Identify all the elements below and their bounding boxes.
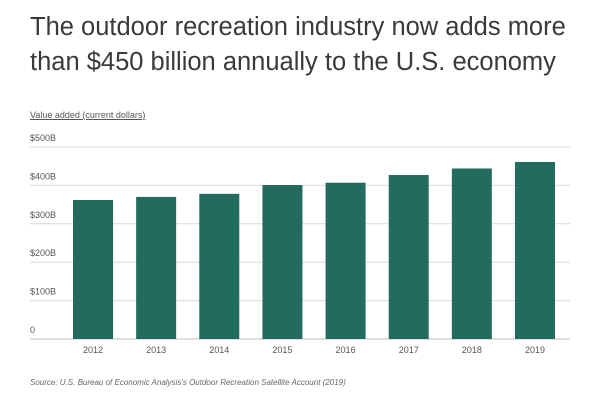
x-tick-label: 2017 — [399, 345, 419, 355]
bar-2015 — [262, 185, 303, 339]
y-tick-label: $400B — [30, 171, 56, 181]
bar-2018 — [451, 168, 492, 339]
axis-labels: 0 $100B $200B $300B $400B $500B 2012 2013 2014 20… — [30, 133, 545, 355]
bar-2012 — [73, 199, 113, 339]
y-tick-label: $200B — [30, 248, 56, 258]
y-tick-label: $500B — [30, 133, 56, 143]
bar-2014 — [199, 193, 240, 339]
source-note: Source: U.S. Bureau of Economic Analysis… — [30, 378, 346, 387]
x-tick-label: 2014 — [209, 345, 229, 355]
y-tick-label: 0 — [30, 325, 35, 335]
bar-2013 — [136, 196, 177, 339]
bars — [73, 161, 555, 339]
x-tick-label: 2012 — [83, 345, 103, 355]
x-tick-label: 2013 — [146, 345, 166, 355]
x-tick-label: 2016 — [336, 345, 356, 355]
y-tick-label: $100B — [30, 287, 56, 297]
x-tick-label: 2018 — [462, 345, 482, 355]
y-axis-label: Value added (current dollars) — [30, 110, 146, 120]
bar-2016 — [325, 182, 366, 339]
x-tick-label: 2015 — [272, 345, 292, 355]
x-tick-label: 2019 — [525, 345, 545, 355]
bar-2017 — [388, 175, 429, 339]
y-tick-label: $300B — [30, 210, 56, 220]
bar-2019 — [515, 161, 555, 339]
chart-title: The outdoor recreation industry now adds… — [30, 13, 566, 76]
